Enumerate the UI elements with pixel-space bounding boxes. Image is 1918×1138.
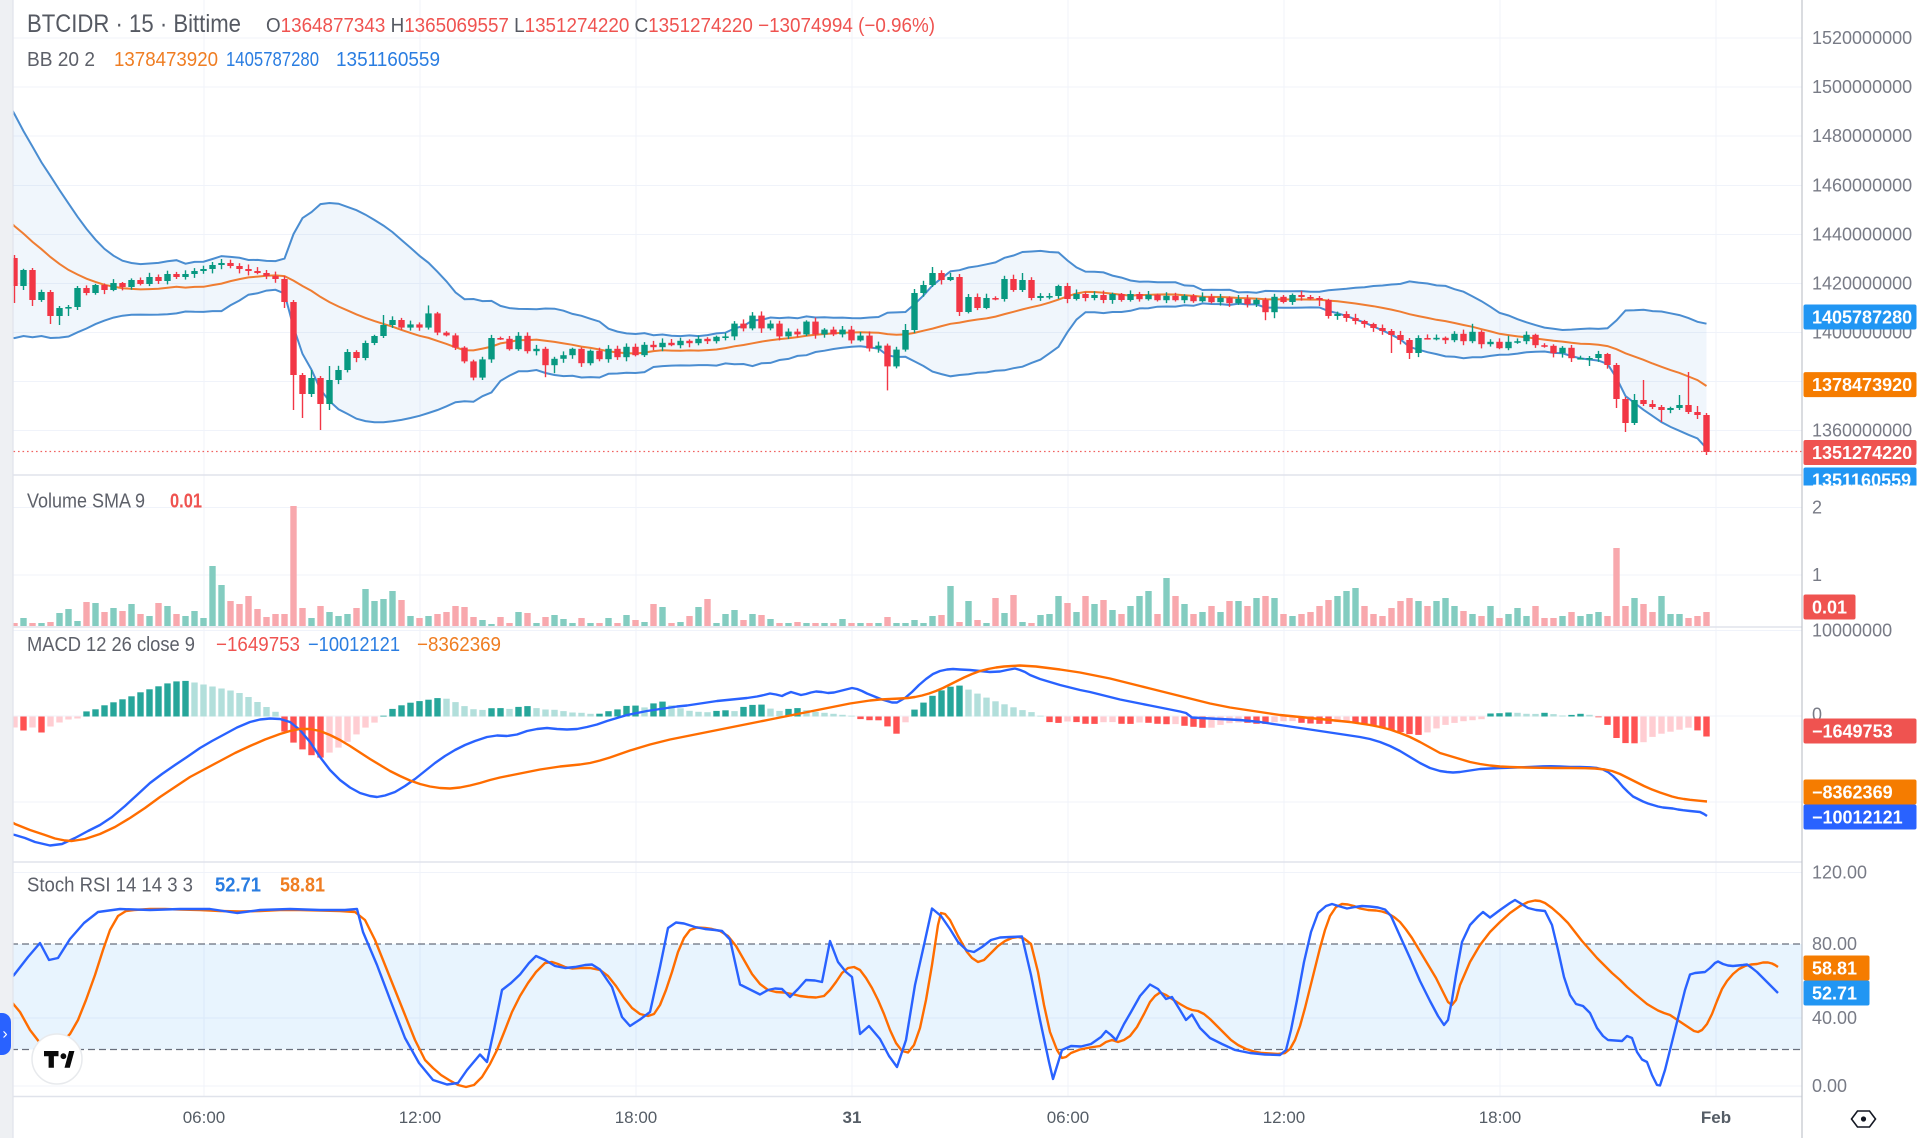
svg-text:1480000000: 1480000000: [1812, 126, 1912, 146]
svg-text:−8362369: −8362369: [1812, 783, 1893, 803]
svg-text:−10012121: −10012121: [308, 634, 400, 656]
svg-text:06:00: 06:00: [183, 1108, 226, 1127]
svg-text:›: ›: [2, 1026, 7, 1043]
svg-text:1: 1: [1812, 565, 1822, 585]
svg-text:1420000000: 1420000000: [1812, 274, 1912, 294]
svg-text:MACD 12 26 close 9: MACD 12 26 close 9: [27, 634, 195, 656]
svg-text:−8362369: −8362369: [417, 634, 501, 656]
svg-text:1405787280: 1405787280: [1812, 308, 1912, 328]
svg-text:Stoch RSI 14 14 3 3: Stoch RSI 14 14 3 3: [27, 875, 193, 897]
svg-text:−1649753: −1649753: [216, 634, 300, 656]
svg-text:Feb: Feb: [1701, 1108, 1731, 1127]
svg-text:1500000000: 1500000000: [1812, 77, 1912, 97]
svg-text:1520000000: 1520000000: [1812, 28, 1912, 48]
svg-text:58.81: 58.81: [280, 875, 325, 897]
svg-text:120.00: 120.00: [1812, 863, 1867, 883]
svg-text:0: 0: [1812, 705, 1822, 725]
svg-text:1360000000: 1360000000: [1812, 421, 1912, 441]
svg-text:18:00: 18:00: [1479, 1108, 1522, 1127]
svg-text:BTCIDR · 15 · Bittime: BTCIDR · 15 · Bittime: [27, 10, 241, 38]
svg-text:10000000: 10000000: [1812, 621, 1892, 641]
svg-text:0.00: 0.00: [1812, 1076, 1847, 1096]
svg-text:52.71: 52.71: [215, 875, 261, 897]
svg-text:BB 20 2: BB 20 2: [27, 49, 95, 71]
svg-text:06:00: 06:00: [1047, 1108, 1090, 1127]
svg-text:0.01: 0.01: [170, 491, 202, 513]
svg-text:31: 31: [843, 1108, 862, 1127]
svg-text:1460000000: 1460000000: [1812, 176, 1912, 196]
svg-text:1351160559: 1351160559: [336, 49, 440, 71]
svg-text:−10012121: −10012121: [1812, 808, 1903, 828]
svg-text:52.71: 52.71: [1812, 984, 1857, 1004]
svg-text:18:00: 18:00: [615, 1108, 658, 1127]
svg-text:12:00: 12:00: [1263, 1108, 1306, 1127]
svg-text:1405787280: 1405787280: [226, 49, 319, 71]
svg-text:2: 2: [1812, 498, 1822, 518]
svg-text:0.01: 0.01: [1812, 598, 1847, 618]
svg-text:1378473920: 1378473920: [114, 49, 218, 71]
svg-text:−1649753: −1649753: [1812, 722, 1893, 742]
svg-text:80.00: 80.00: [1812, 934, 1857, 954]
svg-text:O1364877343 H1365069557 L13512: O1364877343 H1365069557 L1351274220 C135…: [266, 15, 935, 37]
svg-text:40.00: 40.00: [1812, 1008, 1857, 1028]
svg-text:1351274220: 1351274220: [1812, 443, 1912, 463]
svg-text:1351160559: 1351160559: [1812, 471, 1911, 491]
svg-text:12:00: 12:00: [399, 1108, 442, 1127]
svg-text:Volume SMA 9: Volume SMA 9: [27, 491, 145, 513]
svg-text:58.81: 58.81: [1812, 959, 1857, 979]
svg-text:1378473920: 1378473920: [1812, 375, 1912, 395]
svg-text:1440000000: 1440000000: [1812, 225, 1912, 245]
